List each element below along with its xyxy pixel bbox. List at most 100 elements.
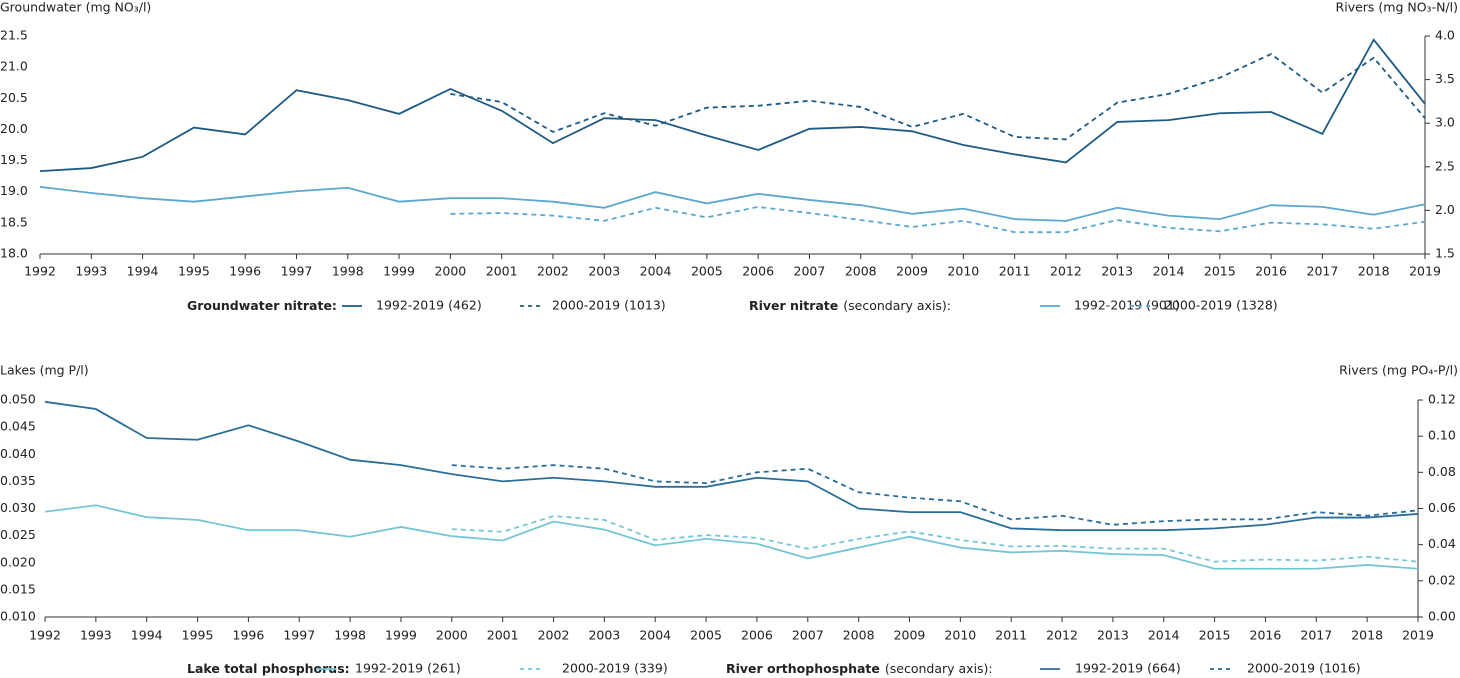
y-tick-label: 20.0 — [0, 121, 28, 136]
x-tick-label: 1993 — [80, 628, 112, 643]
x-tick-label: 1998 — [332, 264, 364, 279]
x-tick-label: 2015 — [1199, 628, 1231, 643]
x-tick-label: 1994 — [131, 628, 163, 643]
data-line — [451, 515, 1419, 563]
y-tick-label: 21.0 — [0, 59, 28, 74]
x-tick-label: 1995 — [182, 628, 214, 643]
y-axis-title: Groundwater (mg NO₃/l) — [0, 0, 151, 15]
data-line — [450, 53, 1426, 141]
y-tick-label: 20.5 — [0, 90, 28, 105]
x-tick-label: 2019 — [1409, 264, 1441, 279]
x-tick-label: 2014 — [1148, 628, 1180, 643]
legend-group-label: Groundwater nitrate: — [187, 298, 337, 313]
x-tick-label: 2005 — [691, 264, 723, 279]
y2-tick-label: 0.10 — [1428, 428, 1456, 443]
x-tick-label: 2018 — [1351, 628, 1383, 643]
x-tick-label: 2012 — [1050, 264, 1082, 279]
x-tick-label: 2001 — [486, 264, 518, 279]
x-tick-label: 2003 — [588, 264, 620, 279]
x-tick-label: 2013 — [1097, 628, 1129, 643]
x-tick-label: 2006 — [742, 264, 774, 279]
x-tick-label: 2002 — [538, 628, 570, 643]
x-tick-label: 2011 — [995, 628, 1027, 643]
y-tick-label: 19.5 — [0, 152, 28, 167]
legend-label: 2000-2019 (1013) — [552, 298, 666, 313]
y-tick-label: 18.0 — [0, 246, 28, 261]
x-tick-label: 2019 — [1402, 628, 1434, 643]
legend-label: 2000-2019 (1016) — [1247, 661, 1361, 676]
x-tick-label: 2007 — [794, 264, 826, 279]
y-tick-label: 0.045 — [0, 419, 36, 434]
y-tick-label: 0.040 — [0, 446, 36, 461]
legend-group-label: River orthophosphate (secondary axis): — [726, 661, 993, 676]
y-tick-label: 0.025 — [0, 527, 36, 542]
y2-tick-label: 0.04 — [1428, 536, 1456, 551]
y2-axis-title: Rivers (mg PO₄-P/l) — [1339, 363, 1458, 378]
y2-tick-label: 3.0 — [1435, 115, 1455, 130]
x-tick-label: 2006 — [741, 628, 773, 643]
y-tick-label: 18.5 — [0, 214, 28, 229]
data-line — [44, 504, 1419, 570]
x-tick-label: 1992 — [24, 264, 56, 279]
x-tick-label: 2016 — [1250, 628, 1282, 643]
y-tick-label: 0.015 — [0, 581, 36, 596]
y2-tick-label: 1.5 — [1435, 246, 1455, 261]
x-tick-label: 2018 — [1358, 264, 1390, 279]
data-line — [450, 205, 1426, 234]
legend-group-name: Groundwater nitrate: — [187, 298, 337, 313]
x-tick-label: 2005 — [690, 628, 722, 643]
x-tick-label: 1996 — [233, 628, 265, 643]
y-tick-label: 0.035 — [0, 473, 36, 488]
x-tick-label: 2004 — [639, 628, 671, 643]
legend-label: 1992-2019 (261) — [355, 661, 461, 676]
x-tick-label: 2015 — [1204, 264, 1236, 279]
x-tick-label: 2004 — [640, 264, 672, 279]
legend-group-note: (secondary axis): — [843, 298, 951, 313]
legend-label: 1992-2019 (901) — [1074, 298, 1180, 313]
legend-group-name: River orthophosphate — [726, 661, 880, 676]
legend-label: 2000-2019 (1328) — [1164, 298, 1278, 313]
x-tick-label: 1995 — [178, 264, 210, 279]
x-tick-label: 2008 — [843, 628, 875, 643]
x-tick-label: 1998 — [334, 628, 366, 643]
x-tick-label: 2000 — [436, 628, 468, 643]
y-tick-label: 0.010 — [0, 609, 36, 624]
x-tick-label: 2002 — [537, 264, 569, 279]
y-axis-title: Lakes (mg P/l) — [0, 363, 89, 378]
legend-group-note: (secondary axis): — [885, 661, 993, 676]
y-tick-label: 19.0 — [0, 183, 28, 198]
x-tick-label: 2009 — [894, 628, 926, 643]
y-tick-label: 21.5 — [0, 28, 28, 43]
x-tick-label: 2017 — [1307, 264, 1339, 279]
y2-tick-label: 0.06 — [1428, 500, 1456, 515]
y-tick-label: 0.020 — [0, 554, 36, 569]
x-tick-label: 1996 — [229, 264, 261, 279]
x-tick-label: 2010 — [944, 628, 976, 643]
x-tick-label: 2011 — [999, 264, 1031, 279]
x-tick-label: 2007 — [792, 628, 824, 643]
legend-group-name: River nitrate — [749, 298, 838, 313]
x-tick-label: 2003 — [588, 628, 620, 643]
x-tick-label: 2014 — [1153, 264, 1185, 279]
x-tick-label: 1999 — [383, 264, 415, 279]
y2-axis-title: Rivers (mg NO₃-N/l) — [1336, 0, 1458, 15]
y2-tick-label: 0.12 — [1428, 392, 1456, 407]
x-tick-label: 2008 — [845, 264, 877, 279]
x-tick-label: 1992 — [29, 628, 61, 643]
x-tick-label: 1997 — [283, 628, 315, 643]
x-tick-label: 2010 — [947, 264, 979, 279]
legend-label: 1992-2019 (462) — [376, 298, 482, 313]
y2-tick-label: 2.5 — [1435, 158, 1455, 173]
y-tick-label: 0.030 — [0, 500, 36, 515]
x-tick-label: 1993 — [75, 264, 107, 279]
y-tick-label: 0.050 — [0, 392, 36, 407]
legend-label: 1992-2019 (664) — [1075, 661, 1181, 676]
data-line — [39, 185, 1426, 222]
x-tick-label: 2017 — [1300, 628, 1332, 643]
x-tick-label: 2009 — [896, 264, 928, 279]
data-line — [39, 38, 1426, 173]
data-line — [44, 400, 1419, 532]
x-tick-label: 2001 — [487, 628, 519, 643]
x-tick-label: 1994 — [127, 264, 159, 279]
